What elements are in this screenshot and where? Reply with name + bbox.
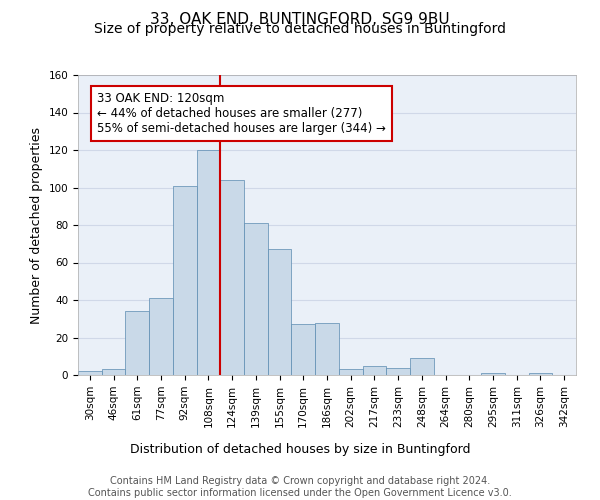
Text: 33, OAK END, BUNTINGFORD, SG9 9BU: 33, OAK END, BUNTINGFORD, SG9 9BU: [150, 12, 450, 28]
Text: 33 OAK END: 120sqm
← 44% of detached houses are smaller (277)
55% of semi-detach: 33 OAK END: 120sqm ← 44% of detached hou…: [97, 92, 386, 135]
Bar: [197, 150, 220, 375]
Bar: [315, 322, 339, 375]
Bar: [386, 368, 410, 375]
Bar: [529, 373, 552, 375]
Bar: [244, 223, 268, 375]
Bar: [292, 324, 315, 375]
Bar: [362, 366, 386, 375]
Bar: [125, 311, 149, 375]
Y-axis label: Number of detached properties: Number of detached properties: [30, 126, 43, 324]
Bar: [339, 370, 362, 375]
Bar: [173, 186, 197, 375]
Text: Distribution of detached houses by size in Buntingford: Distribution of detached houses by size …: [130, 442, 470, 456]
Text: Size of property relative to detached houses in Buntingford: Size of property relative to detached ho…: [94, 22, 506, 36]
Bar: [268, 250, 292, 375]
Text: Contains HM Land Registry data © Crown copyright and database right 2024.
Contai: Contains HM Land Registry data © Crown c…: [88, 476, 512, 498]
Bar: [481, 373, 505, 375]
Bar: [78, 371, 102, 375]
Bar: [220, 180, 244, 375]
Bar: [149, 298, 173, 375]
Bar: [102, 370, 125, 375]
Bar: [410, 358, 434, 375]
